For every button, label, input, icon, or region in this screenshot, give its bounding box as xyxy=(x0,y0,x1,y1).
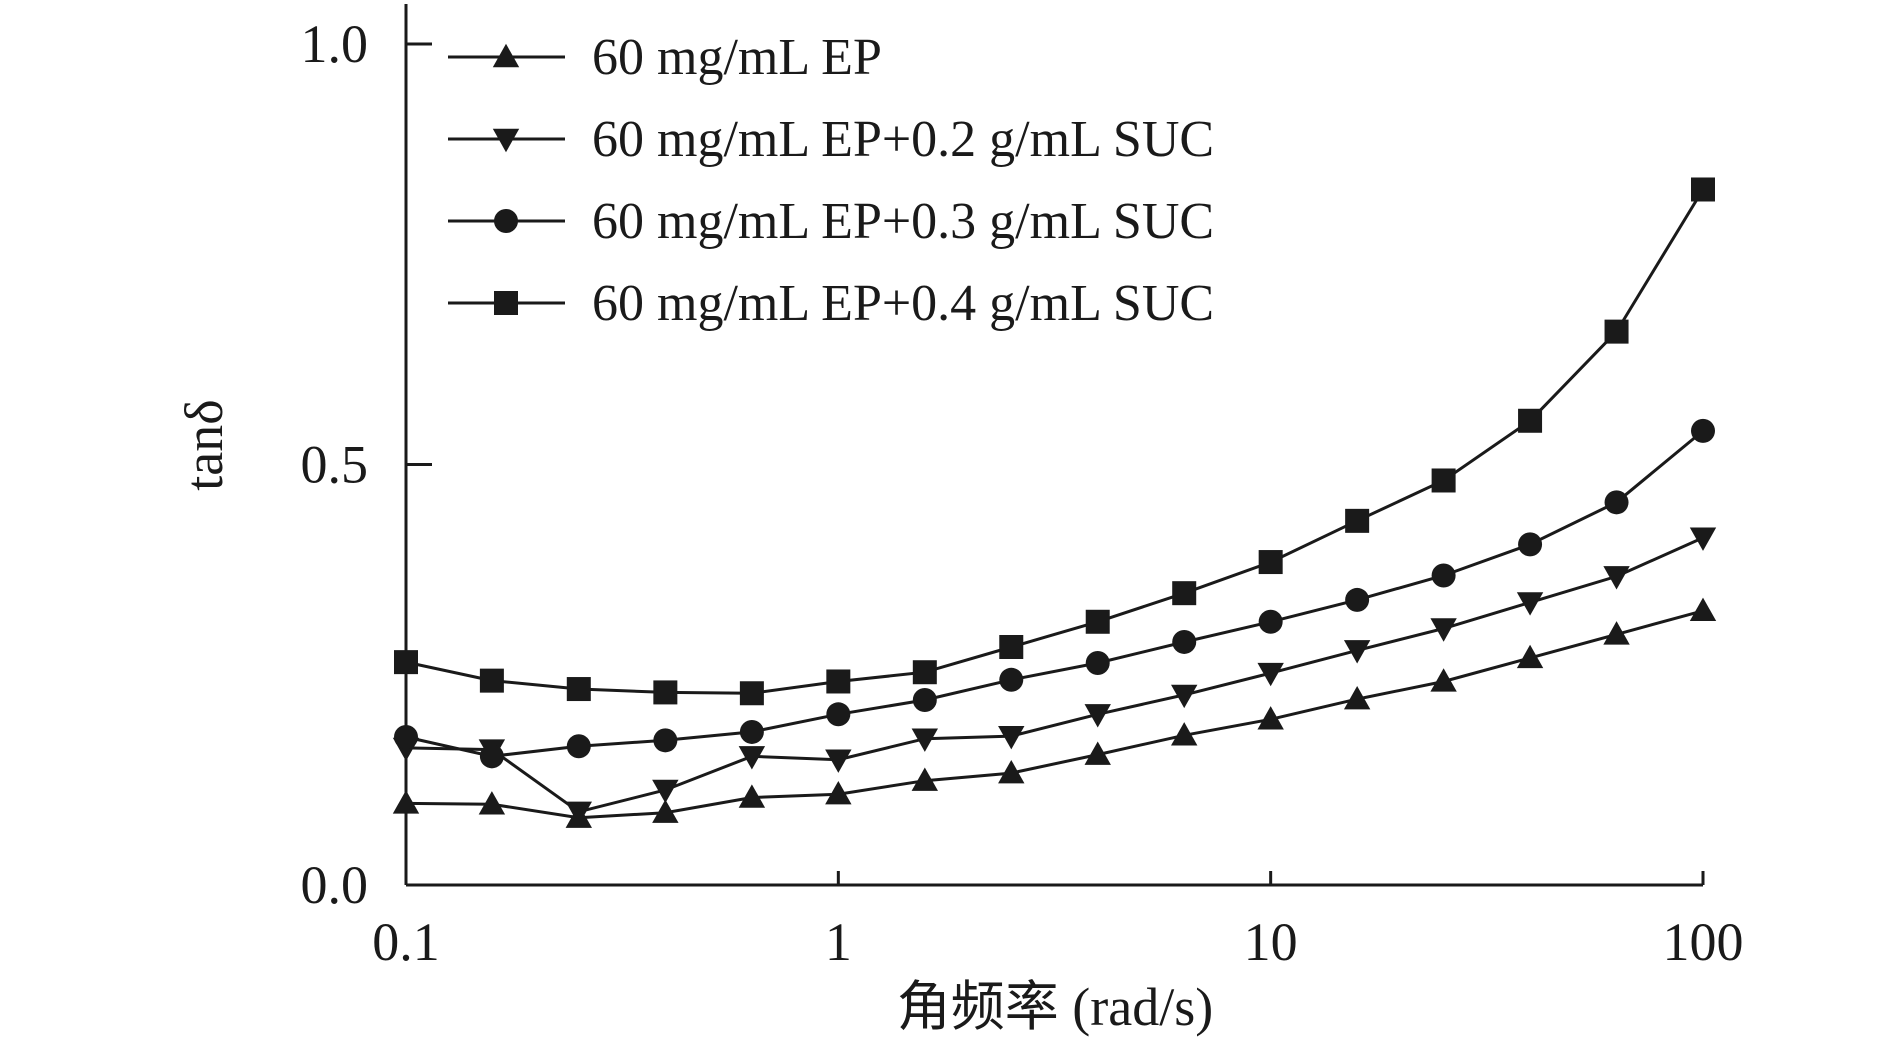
plot-series xyxy=(392,177,1717,828)
data-point-triangle-up xyxy=(825,780,852,805)
data-point-square xyxy=(1345,508,1370,533)
legend-entry: 60 mg/mL EP+0.3 g/mL SUC xyxy=(448,193,1214,250)
data-point-square xyxy=(1431,468,1456,493)
series-circle xyxy=(394,418,1715,769)
data-point-circle xyxy=(912,687,937,712)
legend-marker-square xyxy=(494,291,518,315)
legend-entry: 60 mg/mL EP+0.4 g/mL SUC xyxy=(448,275,1214,332)
data-point-circle xyxy=(653,728,678,753)
data-point-square xyxy=(653,680,678,705)
x-tick-label: 100 xyxy=(1663,912,1744,972)
data-point-square xyxy=(1691,177,1715,202)
data-point-triangle-up xyxy=(392,790,420,814)
legend-marker-circle xyxy=(494,209,518,233)
data-point-circle xyxy=(1518,532,1543,557)
x-tick-label: 0.1 xyxy=(372,912,440,972)
data-point-circle xyxy=(1345,587,1370,612)
series-line xyxy=(405,536,1704,814)
data-point-triangle-down xyxy=(1171,684,1198,709)
series-line xyxy=(405,188,1705,695)
legend-entry: 60 mg/mL EP xyxy=(448,29,882,86)
data-point-triangle-down xyxy=(1603,566,1630,590)
data-point-circle xyxy=(1172,629,1197,654)
x-axis-title: 角频率 (rad/s) xyxy=(897,977,1213,1037)
data-point-circle xyxy=(1604,490,1629,515)
data-point-triangle-up xyxy=(911,767,939,791)
legend-marker-triangle-up xyxy=(492,43,520,68)
data-point-square xyxy=(394,650,418,675)
x-tick-label: 1 xyxy=(825,912,852,972)
data-point-square xyxy=(999,634,1024,659)
data-point-triangle-up xyxy=(1603,621,1630,645)
data-point-square xyxy=(1085,609,1110,634)
x-axis-ticks: 0.1 1 10 100 xyxy=(372,871,1744,972)
data-point-triangle-down xyxy=(1257,662,1284,687)
series-triangle-down xyxy=(392,527,1717,826)
y-tick-label: 0.5 xyxy=(301,435,369,495)
data-point-triangle-down xyxy=(911,728,939,752)
data-point-triangle-down xyxy=(652,779,679,804)
series-square xyxy=(394,177,1715,706)
legend-label: 60 mg/mL EP+0.2 g/mL SUC xyxy=(592,111,1214,168)
y-axis-ticks: 0.0 0.5 1.0 xyxy=(301,14,432,915)
data-point-square xyxy=(1258,550,1283,575)
data-point-square xyxy=(912,660,937,685)
y-axis-title: tanδ xyxy=(174,399,234,490)
legend-label: 60 mg/mL EP xyxy=(592,29,882,86)
data-point-square xyxy=(479,668,504,693)
data-point-circle xyxy=(394,724,418,749)
data-point-triangle-up xyxy=(738,784,766,808)
data-point-square xyxy=(566,677,591,702)
data-point-triangle-up xyxy=(1257,706,1284,730)
data-point-circle xyxy=(479,744,504,769)
data-point-triangle-down xyxy=(1516,592,1544,616)
data-point-circle xyxy=(826,702,851,727)
data-point-circle xyxy=(999,667,1024,692)
data-point-triangle-down xyxy=(565,801,592,826)
data-point-circle xyxy=(1691,418,1715,443)
data-point-triangle-up xyxy=(1430,668,1457,692)
data-point-square xyxy=(826,669,851,694)
data-point-triangle-down xyxy=(1689,527,1717,551)
legend-label: 60 mg/mL EP+0.3 g/mL SUC xyxy=(592,193,1214,250)
data-point-triangle-up xyxy=(652,799,679,823)
data-point-triangle-up xyxy=(1689,597,1717,622)
data-point-circle xyxy=(566,734,591,759)
data-point-triangle-down xyxy=(1343,640,1371,664)
data-point-square xyxy=(1172,581,1197,606)
data-point-circle xyxy=(739,719,764,744)
y-tick-label: 1.0 xyxy=(301,14,369,74)
data-point-triangle-down xyxy=(1430,618,1457,642)
legend: 60 mg/mL EP 60 mg/mL EP+0.2 g/mL SUC 60 mg… xyxy=(448,29,1214,332)
data-point-triangle-down xyxy=(998,725,1025,750)
data-point-square xyxy=(1518,408,1543,433)
data-point-triangle-up xyxy=(1343,685,1371,710)
data-point-triangle-up xyxy=(1516,644,1544,669)
x-tick-label: 10 xyxy=(1244,912,1298,972)
data-point-square xyxy=(739,681,764,706)
legend-label: 60 mg/mL EP+0.4 g/mL SUC xyxy=(592,275,1214,332)
data-point-circle xyxy=(1431,563,1456,588)
data-point-triangle-up xyxy=(478,791,506,815)
data-point-triangle-down xyxy=(1084,704,1111,728)
data-point-triangle-up xyxy=(1084,741,1111,765)
y-tick-label: 0.0 xyxy=(301,855,369,915)
data-point-triangle-down xyxy=(825,749,852,773)
data-point-triangle-up xyxy=(1171,722,1198,746)
data-point-circle xyxy=(1085,650,1110,675)
data-point-triangle-up xyxy=(998,759,1025,784)
legend-marker-triangle-down xyxy=(492,128,520,153)
series-line xyxy=(405,429,1704,758)
series-triangle-up xyxy=(392,597,1717,828)
legend-entry: 60 mg/mL EP+0.2 g/mL SUC xyxy=(448,111,1214,168)
data-point-triangle-down xyxy=(738,746,766,770)
data-point-circle xyxy=(1258,609,1283,634)
series-line xyxy=(405,609,1704,820)
data-point-square xyxy=(1604,319,1629,344)
